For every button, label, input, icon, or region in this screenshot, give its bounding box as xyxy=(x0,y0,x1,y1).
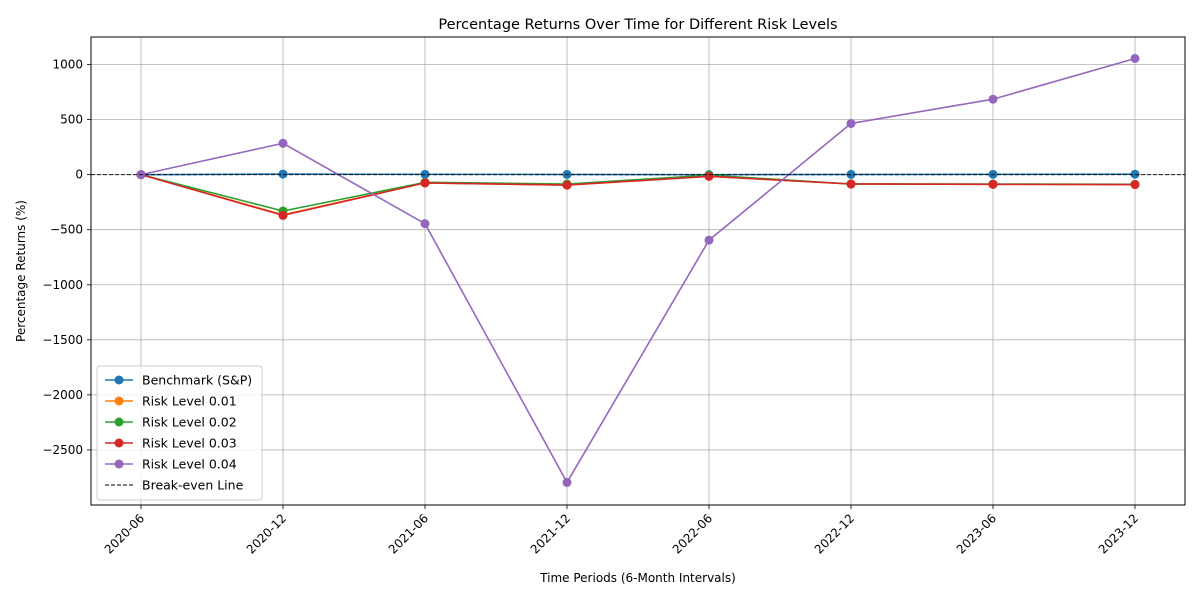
data-point xyxy=(704,235,714,245)
legend-marker xyxy=(114,417,124,427)
legend-entry: Risk Level 0.04 xyxy=(105,457,237,472)
legend-label: Break-even Line xyxy=(142,478,244,493)
y-tick-label: −1000 xyxy=(42,278,83,292)
data-point xyxy=(420,219,430,229)
legend: Benchmark (S&P) Risk Level 0.01 Risk Level… xyxy=(96,365,263,501)
data-point xyxy=(988,179,998,189)
data-point xyxy=(1130,180,1140,190)
data-point xyxy=(278,169,288,179)
legend-entry: Risk Level 0.01 xyxy=(105,394,237,409)
y-tick-label: −2000 xyxy=(42,388,83,402)
legend-marker xyxy=(114,438,124,448)
y-tick-label: −500 xyxy=(50,223,83,237)
plot-area xyxy=(91,53,1185,487)
legend-entry: Benchmark (S&P) xyxy=(105,373,252,388)
legend-box xyxy=(96,365,263,501)
y-tick-label: 1000 xyxy=(52,58,83,72)
data-point xyxy=(846,179,856,189)
series-line xyxy=(140,57,1136,484)
y-axis-label: Percentage Returns (%) xyxy=(14,200,28,342)
legend-marker xyxy=(114,396,124,406)
data-point xyxy=(278,210,288,220)
legend-label: Benchmark (S&P) xyxy=(142,373,252,388)
data-point xyxy=(704,171,714,181)
data-point xyxy=(562,180,572,190)
y-tick-label: 0 xyxy=(75,168,83,182)
y-axis: −2500 −2000 −1500 −1000 −500 0 500 1000 xyxy=(42,58,91,457)
data-point xyxy=(278,138,288,148)
legend-label: Risk Level 0.04 xyxy=(142,457,237,472)
legend-entry: Risk Level 0.02 xyxy=(105,415,237,430)
plot-frame xyxy=(90,36,1186,506)
data-point xyxy=(420,178,430,188)
legend-entry: Risk Level 0.03 xyxy=(105,436,237,451)
chart-title: Percentage Returns Over Time for Differe… xyxy=(438,17,837,33)
y-tick-label: −2500 xyxy=(42,443,83,457)
data-point xyxy=(562,477,572,487)
legend-marker xyxy=(114,375,124,385)
legend-label: Risk Level 0.02 xyxy=(142,415,237,430)
y-tick-label: −1500 xyxy=(42,333,83,347)
legend-label: Risk Level 0.03 xyxy=(142,436,237,451)
y-tick-label: 500 xyxy=(60,113,83,127)
x-axis-label: Time Periods (6-Month Intervals) xyxy=(539,571,736,585)
series-line xyxy=(140,173,1136,217)
data-point xyxy=(1130,53,1140,63)
legend-label: Risk Level 0.01 xyxy=(142,394,237,409)
legend-marker xyxy=(114,459,124,469)
data-point xyxy=(846,118,856,128)
data-point xyxy=(988,94,998,104)
legend-entry: Break-even Line xyxy=(105,478,244,493)
